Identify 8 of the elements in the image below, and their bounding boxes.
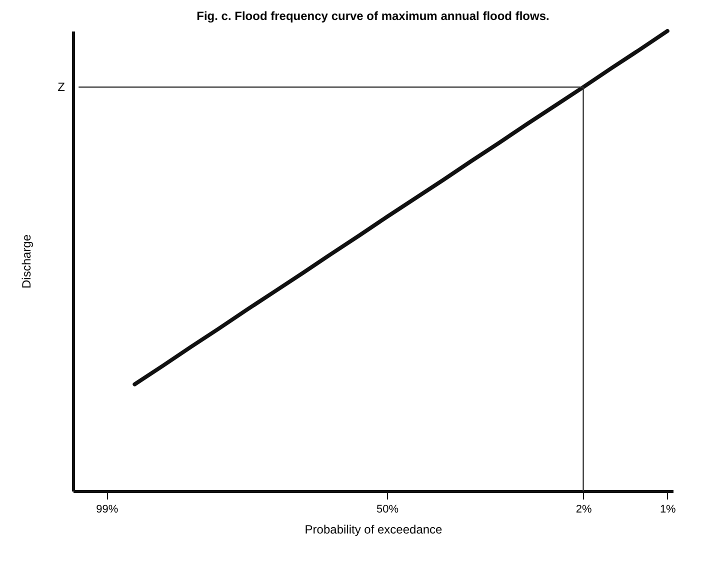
ref-line-label: Z <box>58 80 65 94</box>
x-tick-label: 99% <box>96 504 118 516</box>
x-tick-label: 2% <box>576 504 592 516</box>
y-axis-title: Discharge <box>20 234 34 289</box>
x-tick-label: 50% <box>376 504 399 516</box>
x-tick-label: 1% <box>660 504 676 516</box>
chart-title: Fig. c. Flood frequency curve of maximum annual flood flows. <box>196 9 550 23</box>
x-axis-title: Probability of exceedance <box>304 522 443 536</box>
